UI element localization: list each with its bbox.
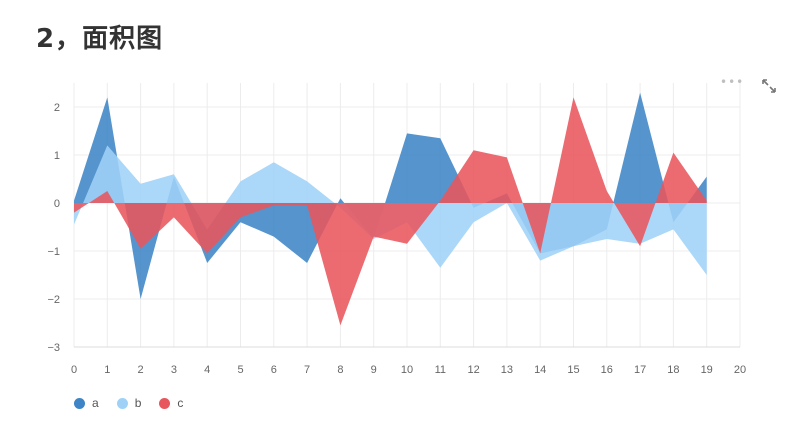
x-tick-label: 7	[304, 364, 310, 376]
chart-legend: a b c	[74, 396, 183, 410]
x-tick-label: 0	[71, 364, 77, 376]
legend-marker	[159, 397, 171, 409]
legend-label: b	[134, 396, 142, 410]
x-tick-label: 4	[204, 364, 210, 376]
x-tick-label: 12	[467, 364, 479, 376]
x-tick-label: 1	[104, 364, 110, 376]
x-tick-label: 8	[337, 364, 343, 376]
legend-marker	[116, 397, 128, 409]
legend-marker	[74, 397, 85, 409]
x-tick-label: 2	[138, 364, 144, 376]
x-tick-label: 16	[601, 364, 613, 376]
y-tick-label: 2	[54, 102, 60, 114]
y-tick-label: −2	[47, 294, 60, 306]
x-tick-label: 15	[567, 364, 579, 376]
legend-label: a	[92, 396, 99, 410]
x-tick-label: 10	[401, 364, 413, 376]
x-tick-label: 3	[171, 364, 177, 376]
x-tick-label: 13	[501, 364, 513, 376]
legend-item-c[interactable]: c	[159, 396, 183, 410]
y-tick-label: 0	[54, 198, 60, 210]
y-tick-label: −1	[47, 246, 60, 258]
legend-item-a[interactable]: a	[74, 396, 99, 410]
y-axis-ticks: 2 1 0 −1 −2 −3	[47, 102, 60, 354]
y-tick-label: −3	[47, 342, 60, 354]
x-tick-label: 18	[667, 364, 679, 376]
x-axis-ticks: 0 1 2 3 4 5 6 7 8 9 10 11 12 13 14 15 16 17 18 19 20	[71, 364, 746, 376]
y-tick-label: 1	[54, 150, 60, 162]
legend-label: c	[177, 396, 184, 410]
x-tick-label: 6	[271, 364, 277, 376]
expand-icon[interactable]	[760, 77, 778, 95]
series-area-c	[74, 97, 707, 326]
page-title: 2，面积图	[36, 24, 164, 54]
x-tick-label: 17	[634, 364, 646, 376]
x-tick-label: 19	[701, 364, 713, 376]
x-tick-label: 9	[371, 364, 377, 376]
x-tick-label: 20	[734, 364, 746, 376]
x-tick-label: 14	[534, 364, 546, 376]
chart-series-areas	[74, 92, 707, 326]
legend-item-b[interactable]: b	[116, 396, 142, 410]
x-tick-label: 11	[435, 364, 446, 376]
x-tick-label: 5	[237, 364, 243, 376]
